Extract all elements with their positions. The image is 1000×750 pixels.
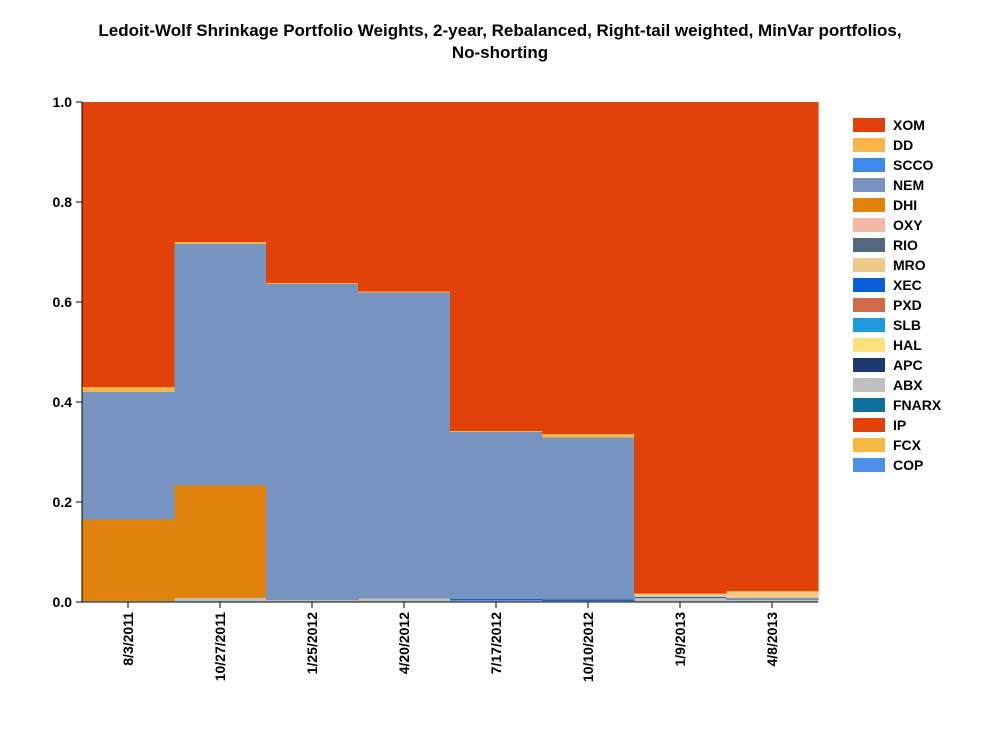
area-xec-6 bbox=[634, 597, 727, 598]
chart-title: Ledoit-Wolf Shrinkage Portfolio Weights,… bbox=[0, 20, 1000, 64]
area-dd-4 bbox=[450, 431, 543, 432]
legend-label-scco: SCCO bbox=[893, 157, 934, 173]
y-tick-label: 0.0 bbox=[53, 594, 73, 610]
legend-swatch-mro bbox=[853, 258, 885, 272]
area-xom-5 bbox=[542, 102, 635, 434]
legend-label-pxd: PXD bbox=[893, 297, 922, 313]
area-xom-3 bbox=[358, 102, 451, 292]
y-tick-label: 0.4 bbox=[53, 394, 73, 410]
y-tick-label: 0.8 bbox=[53, 194, 73, 210]
area-xom-7 bbox=[726, 102, 819, 591]
legend-label-cop: COP bbox=[893, 457, 923, 473]
legend-swatch-pxd bbox=[853, 298, 885, 312]
area-xec-7 bbox=[726, 598, 819, 600]
legend-swatch-apc bbox=[853, 358, 885, 372]
legend-label-mro: MRO bbox=[893, 257, 926, 273]
x-tick-label: 7/17/2012 bbox=[488, 612, 504, 674]
legend-label-slb: SLB bbox=[893, 317, 921, 333]
y-tick-label: 1.0 bbox=[53, 94, 73, 110]
legend-swatch-dd bbox=[853, 138, 885, 152]
legend-swatch-fnarx bbox=[853, 398, 885, 412]
area-abx-7 bbox=[726, 599, 819, 602]
y-tick-label: 0.6 bbox=[53, 294, 73, 310]
legend-swatch-rio bbox=[853, 238, 885, 252]
chart-title-line-1: Ledoit-Wolf Shrinkage Portfolio Weights,… bbox=[98, 21, 902, 40]
legend-swatch-oxy bbox=[853, 218, 885, 232]
area-nem-2 bbox=[266, 284, 359, 600]
legend: XOM DD SCCO NEM DHI OXY RIO MRO XEC PXD SLB HAL APC A… bbox=[853, 117, 942, 473]
chart-title-line-2: No-shorting bbox=[451, 43, 549, 62]
legend-swatch-slb bbox=[853, 318, 885, 332]
area-xec-4 bbox=[450, 599, 543, 601]
legend-label-apc: APC bbox=[893, 357, 923, 373]
legend-swatch-xec bbox=[853, 278, 885, 292]
legend-swatch-scco bbox=[853, 158, 885, 172]
legend-swatch-xom bbox=[853, 118, 885, 132]
area-nem-4 bbox=[450, 432, 543, 599]
area-nem-3 bbox=[358, 292, 451, 599]
y-tick-label: 0.2 bbox=[53, 494, 73, 510]
area-dhi-1 bbox=[174, 485, 267, 598]
legend-label-hal: HAL bbox=[893, 337, 922, 353]
area-abx-3 bbox=[358, 598, 451, 602]
legend-label-dhi: DHI bbox=[893, 197, 917, 213]
area-mro-6 bbox=[634, 594, 727, 597]
legend-label-ip: IP bbox=[893, 417, 906, 433]
legend-swatch-fcx bbox=[853, 438, 885, 452]
legend-swatch-hal bbox=[853, 338, 885, 352]
legend-label-fnarx: FNARX bbox=[893, 397, 942, 413]
legend-label-rio: RIO bbox=[893, 237, 918, 253]
plot-areas bbox=[82, 102, 819, 602]
legend-label-abx: ABX bbox=[893, 377, 923, 393]
legend-label-xom: XOM bbox=[893, 117, 925, 133]
x-tick-label: 4/8/2013 bbox=[764, 612, 780, 667]
area-nem-0 bbox=[82, 392, 175, 520]
legend-label-nem: NEM bbox=[893, 177, 924, 193]
area-dhi-0 bbox=[82, 519, 175, 601]
area-xom-6 bbox=[634, 102, 727, 594]
legend-swatch-abx bbox=[853, 378, 885, 392]
area-dd-0 bbox=[82, 387, 175, 392]
x-tick-label: 4/20/2012 bbox=[396, 612, 412, 674]
x-tick-label: 1/25/2012 bbox=[304, 612, 320, 674]
area-xec-5 bbox=[542, 599, 635, 601]
legend-swatch-dhi bbox=[853, 198, 885, 212]
legend-label-dd: DD bbox=[893, 137, 913, 153]
legend-swatch-ip bbox=[853, 418, 885, 432]
legend-label-xec: XEC bbox=[893, 277, 922, 293]
area-xom-0 bbox=[82, 102, 175, 387]
x-tick-label: 1/9/2013 bbox=[672, 612, 688, 667]
legend-label-oxy: OXY bbox=[893, 217, 923, 233]
area-xom-4 bbox=[450, 102, 543, 431]
area-xom-1 bbox=[174, 102, 267, 242]
x-tick-label: 10/27/2011 bbox=[212, 612, 228, 682]
area-dd-5 bbox=[542, 434, 635, 438]
legend-label-fcx: FCX bbox=[893, 437, 922, 453]
axes: 0.0 0.2 0.4 0.6 0.8 1.0 8/3/2011 10/27/2011 1/25… bbox=[53, 94, 818, 682]
area-dd-7 bbox=[726, 591, 819, 592]
area-mro-7 bbox=[726, 592, 819, 599]
area-dd-3 bbox=[358, 291, 451, 293]
area-dd-1 bbox=[174, 242, 267, 244]
area-xom-2 bbox=[266, 102, 359, 283]
area-nem-5 bbox=[542, 437, 635, 600]
area-dd-2 bbox=[266, 283, 359, 284]
legend-swatch-nem bbox=[853, 178, 885, 192]
x-tick-label: 8/3/2011 bbox=[120, 612, 136, 666]
area-abx-4 bbox=[450, 600, 543, 602]
x-tick-label: 10/10/2012 bbox=[580, 612, 596, 682]
area-nem-1 bbox=[174, 244, 267, 486]
area-abx-2 bbox=[266, 600, 359, 602]
legend-swatch-cop bbox=[853, 458, 885, 472]
area-abx-6 bbox=[634, 598, 727, 602]
area-dd-6 bbox=[634, 593, 727, 594]
area-abx-1 bbox=[174, 598, 267, 602]
